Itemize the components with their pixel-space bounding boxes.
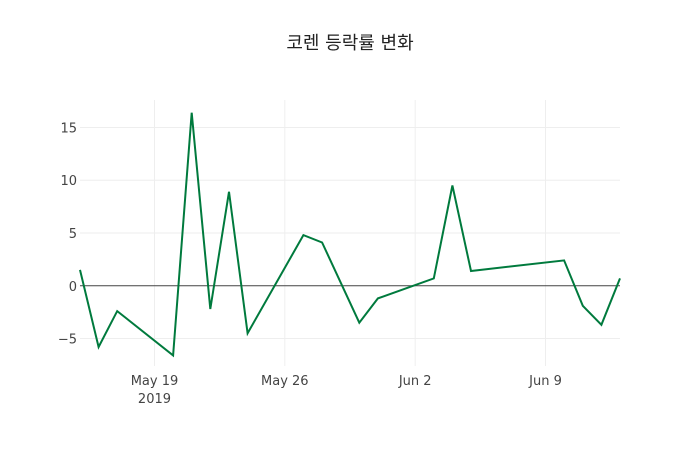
series-line xyxy=(79,112,621,358)
x-tick-label: May 26 xyxy=(261,374,309,389)
x-axis-ticks: May 19 2019 May 26 Jun 2 Jun 9 xyxy=(131,374,562,407)
x-tick-label: Jun 9 xyxy=(528,374,562,389)
y-tick-label: 0 xyxy=(69,280,77,295)
chart-title: 코렌 등락률 변화 xyxy=(286,33,413,54)
y-tick-label: −5 xyxy=(58,333,77,348)
grid xyxy=(80,100,620,366)
y-tick-label: 15 xyxy=(60,121,77,136)
y-axis-ticks: −5 0 5 10 15 xyxy=(58,121,77,347)
y-tick-label: 5 xyxy=(69,227,77,242)
x-tick-label: May 19 xyxy=(131,374,179,389)
x-tick-sublabel: 2019 xyxy=(138,392,171,407)
x-tick-label: Jun 2 xyxy=(398,374,432,389)
y-tick-label: 10 xyxy=(60,174,77,189)
